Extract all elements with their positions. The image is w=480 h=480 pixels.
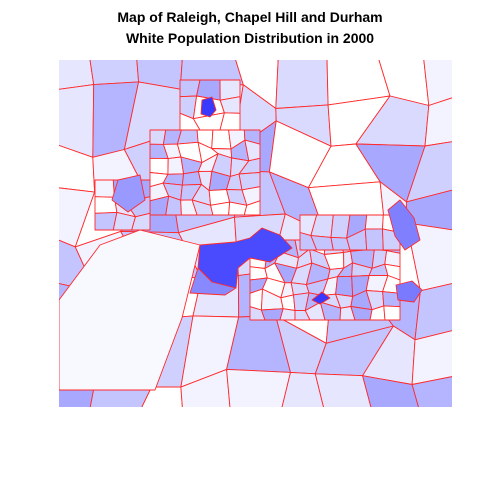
tract bbox=[411, 376, 452, 407]
tract bbox=[211, 129, 232, 150]
title-line-1: Map of Raleigh, Chapel Hill and Durham bbox=[117, 9, 382, 25]
tract bbox=[226, 368, 291, 407]
tract bbox=[59, 84, 95, 158]
tract bbox=[364, 228, 384, 251]
tract bbox=[362, 375, 419, 407]
tract bbox=[219, 112, 241, 131]
tract bbox=[200, 96, 217, 118]
tract bbox=[411, 330, 452, 385]
tract bbox=[279, 308, 296, 321]
tract bbox=[414, 283, 452, 341]
tract bbox=[59, 229, 201, 391]
tract bbox=[180, 368, 231, 407]
tract bbox=[383, 305, 401, 321]
tract bbox=[149, 157, 169, 175]
tract bbox=[311, 291, 331, 305]
tract bbox=[405, 141, 452, 203]
tract bbox=[424, 97, 452, 147]
tracts bbox=[59, 60, 452, 407]
tract bbox=[275, 60, 329, 109]
tract bbox=[335, 275, 354, 297]
tract bbox=[243, 200, 261, 216]
tract bbox=[131, 212, 151, 231]
tract bbox=[94, 179, 115, 198]
tract bbox=[281, 371, 324, 407]
tract bbox=[260, 308, 284, 321]
highlighted-tracts bbox=[59, 96, 423, 391]
tract bbox=[364, 214, 384, 230]
tract bbox=[314, 373, 372, 407]
tract bbox=[395, 280, 423, 303]
tract bbox=[141, 386, 183, 407]
tract bbox=[280, 294, 296, 311]
tract bbox=[176, 129, 199, 145]
tract bbox=[89, 60, 140, 86]
tract bbox=[387, 199, 421, 251]
title-line-2: White Population Distribution in 2000 bbox=[126, 30, 374, 46]
tract bbox=[423, 60, 452, 106]
tract bbox=[189, 267, 237, 296]
tract bbox=[111, 174, 146, 213]
tract bbox=[59, 60, 95, 90]
tract bbox=[326, 60, 391, 106]
